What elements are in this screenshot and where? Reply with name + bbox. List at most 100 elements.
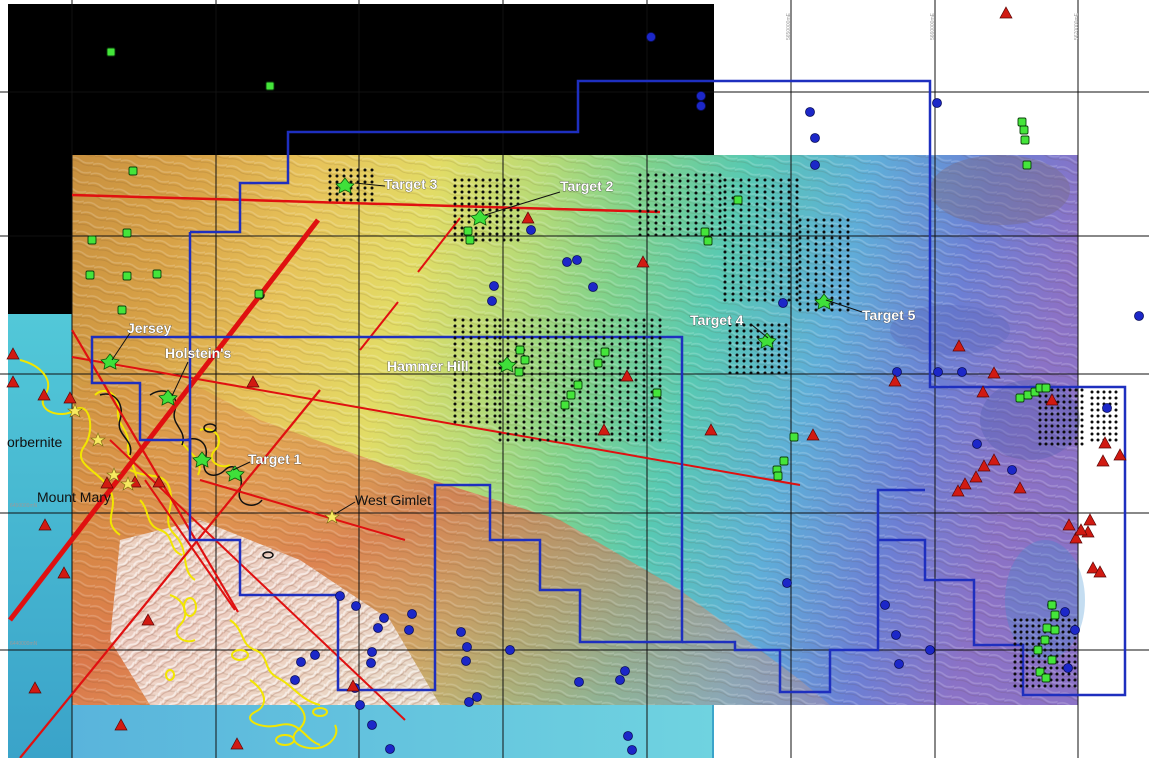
black-dot-icon [602, 378, 606, 382]
black-dot-icon [538, 348, 542, 352]
black-dot-icon [610, 384, 614, 388]
black-dot-icon [1038, 406, 1042, 410]
black-dot-icon [749, 365, 753, 369]
black-dot-icon [356, 174, 360, 178]
black-dot-icon [650, 378, 654, 382]
target-marker-icon [814, 293, 834, 310]
black-dot-icon [522, 384, 526, 388]
black-dot-icon [495, 214, 499, 218]
red-triangle-icon [1113, 448, 1127, 461]
blue-circle-icon [627, 745, 637, 755]
black-dot-icon [838, 218, 842, 222]
label-torbernite: orbernite [7, 434, 62, 450]
black-dot-icon [795, 220, 799, 224]
black-dot-icon [546, 336, 550, 340]
black-dot-icon [718, 203, 722, 207]
black-dot-icon [1050, 436, 1054, 440]
black-dot-icon [806, 242, 810, 246]
black-dot-icon [469, 372, 473, 376]
black-dot-icon [1031, 630, 1035, 634]
black-dot-icon [763, 371, 767, 375]
black-dot-icon [626, 426, 630, 430]
black-dot-icon [1013, 642, 1017, 646]
black-dot-icon [467, 196, 471, 200]
black-dot-icon [461, 420, 465, 424]
black-dot-icon [485, 360, 489, 364]
black-dot-icon [495, 232, 499, 236]
red-triangle-icon [1093, 565, 1107, 578]
black-dot-icon [562, 396, 566, 400]
black-dot-icon [650, 426, 654, 430]
black-dot-icon [710, 191, 714, 195]
black-dot-icon [610, 390, 614, 394]
black-dot-icon [460, 184, 464, 188]
black-dot-icon [638, 203, 642, 207]
black-dot-icon [723, 178, 727, 182]
red-triangle-icon [969, 470, 983, 483]
black-dot-icon [814, 218, 818, 222]
label-leaders [111, 182, 863, 515]
black-dot-icon [578, 432, 582, 436]
black-dot-icon [723, 250, 727, 254]
black-dot-icon [1049, 642, 1053, 646]
black-dot-icon [670, 227, 674, 231]
black-dot-icon [1090, 414, 1094, 418]
black-dot-icon [1074, 436, 1078, 440]
black-dot-icon [485, 330, 489, 334]
black-dot-icon [586, 420, 590, 424]
black-dot-icon [594, 396, 598, 400]
black-dot-icon [538, 414, 542, 418]
black-dot-icon [747, 286, 751, 290]
black-dot-icon [798, 272, 802, 276]
black-dot-icon [1102, 420, 1106, 424]
black-dot-icon [814, 236, 818, 240]
black-dot-icon [650, 420, 654, 424]
black-dot-icon [755, 238, 759, 242]
black-dot-icon [562, 378, 566, 382]
black-dot-icon [784, 347, 788, 351]
black-dot-icon [610, 414, 614, 418]
black-dot-icon [610, 336, 614, 340]
black-dot-icon [554, 324, 558, 328]
black-dot-icon [686, 185, 690, 189]
black-dot-icon [562, 390, 566, 394]
blue-circle-icon [782, 578, 792, 588]
black-dot-icon [686, 179, 690, 183]
black-dot-icon [739, 232, 743, 236]
black-dot-icon [493, 336, 497, 340]
black-dot-icon [1025, 684, 1029, 688]
red-triangle-icon [38, 518, 52, 531]
black-dot-icon [739, 268, 743, 272]
black-dot-icon [798, 296, 802, 300]
black-dot-icon [747, 292, 751, 296]
black-dot-icon [642, 348, 646, 352]
black-dot-icon [514, 336, 518, 340]
blue-circle-icon [778, 298, 788, 308]
black-dot-icon [570, 420, 574, 424]
black-dot-icon [650, 408, 654, 412]
black-dot-icon [1038, 424, 1042, 428]
black-dot-icon [846, 284, 850, 288]
black-dot-icon [1013, 678, 1017, 682]
black-dot-icon [554, 426, 558, 430]
black-dot-icon [742, 335, 746, 339]
black-dot-icon [328, 168, 332, 172]
black-dot-icon [1013, 648, 1017, 652]
black-dot-icon [461, 336, 465, 340]
black-dot-icon [763, 214, 767, 218]
target-markers [100, 177, 834, 482]
black-dot-icon [822, 218, 826, 222]
black-dot-icon [586, 342, 590, 346]
black-dot-icon [784, 353, 788, 357]
black-dot-icon [718, 233, 722, 237]
black-dot-icon [498, 378, 502, 382]
black-dot-icon [481, 190, 485, 194]
black-dot-icon [798, 248, 802, 252]
black-dot-icon [328, 174, 332, 178]
black-dot-icon [678, 221, 682, 225]
black-dot-icon [453, 354, 457, 358]
blue-circle-icon [588, 282, 598, 292]
green-square-icon [1050, 610, 1060, 620]
